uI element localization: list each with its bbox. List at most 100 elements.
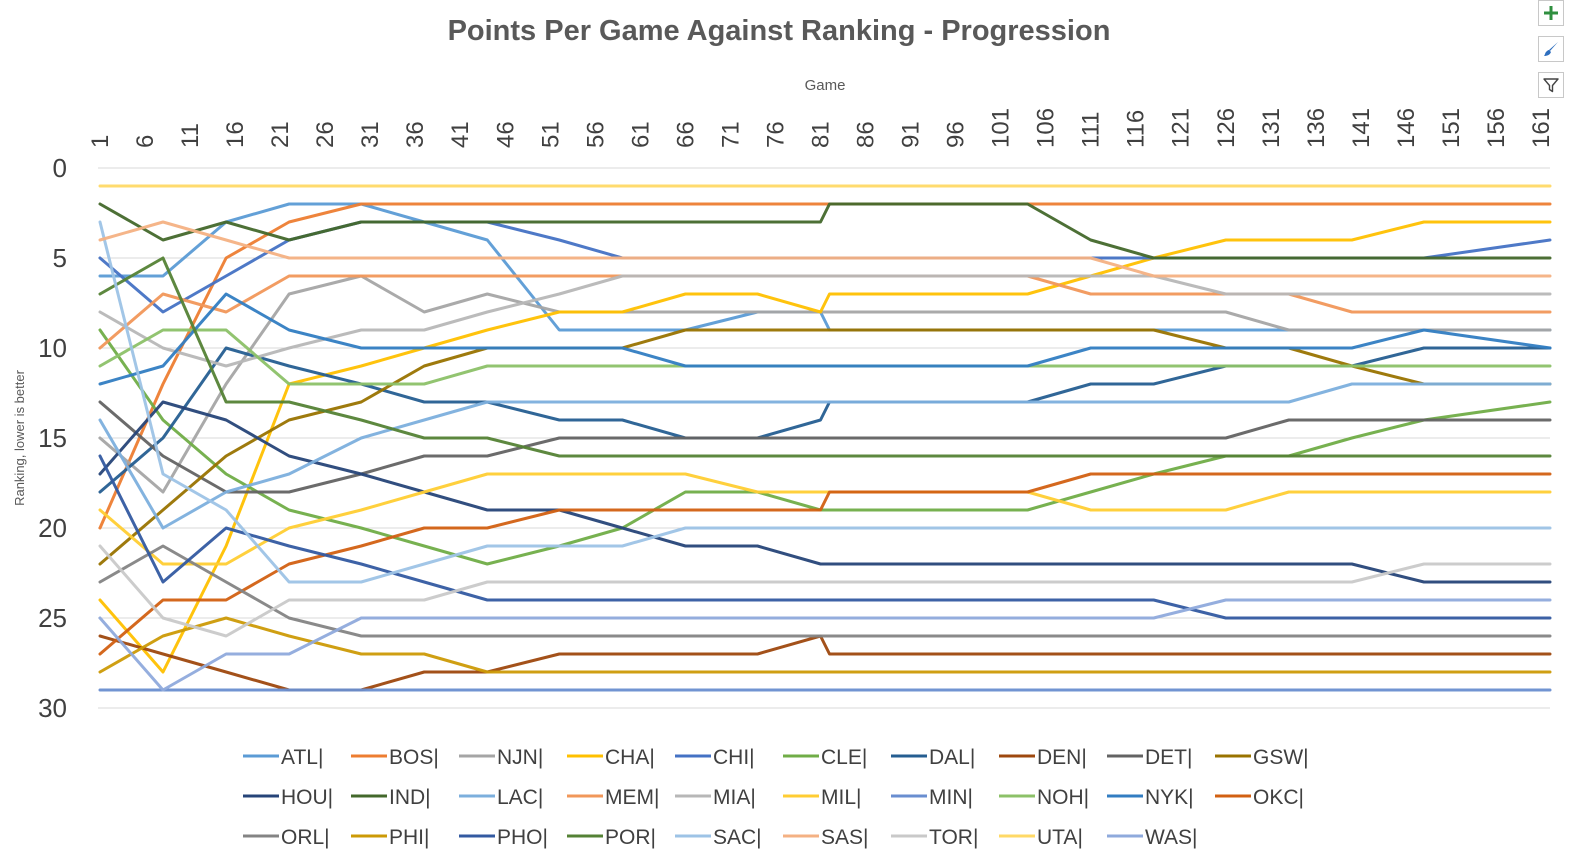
- x-tick-label: 56: [582, 121, 609, 148]
- x-tick-label: 111: [1078, 112, 1105, 148]
- series-line-orl: [98, 544, 1552, 638]
- legend-label: CLE|: [821, 746, 867, 769]
- y-tick-label: 10: [38, 333, 67, 363]
- series-line-lac: [98, 382, 1552, 530]
- legend-label: BOS|: [389, 746, 439, 769]
- x-tick-label: 41: [447, 121, 474, 148]
- x-tick-label: 76: [762, 121, 789, 148]
- legend-item-uta: UTA|: [999, 826, 1083, 849]
- x-tick-label: 26: [312, 121, 339, 148]
- legend-label: UTA|: [1037, 826, 1083, 849]
- legend-label: NJN|: [497, 746, 543, 769]
- legend-item-njn: NJN|: [459, 746, 543, 769]
- x-tick-label: 146: [1393, 108, 1420, 148]
- x-tick-label: 66: [672, 121, 699, 148]
- legend-label: CHA|: [605, 746, 655, 769]
- x-tick-label: 16: [222, 121, 249, 148]
- legend-label: CHI|: [713, 746, 755, 769]
- x-tick-label: 36: [402, 121, 429, 148]
- legend-item-nyk: NYK|: [1107, 786, 1194, 809]
- legend-item-orl: ORL|: [243, 826, 330, 849]
- x-tick-label: 136: [1303, 108, 1330, 148]
- legend-item-dal: DAL|: [891, 746, 975, 769]
- legend-label: GSW|: [1253, 746, 1309, 769]
- legend-item-mia: MIA|: [675, 786, 756, 809]
- legend-item-was: WAS|: [1107, 826, 1198, 849]
- chart-elements-button[interactable]: [1538, 0, 1564, 26]
- x-tick-label: 96: [943, 121, 970, 148]
- series-lines: [98, 184, 1552, 692]
- x-axis-title: Game: [805, 77, 846, 94]
- filter-funnel-icon: [1543, 78, 1559, 93]
- legend-item-ind: IND|: [351, 786, 431, 809]
- legend-item-bos: BOS|: [351, 746, 439, 769]
- legend-item-gsw: GSW|: [1215, 746, 1309, 769]
- x-tick-label: 86: [853, 121, 880, 148]
- legend-item-phi: PHI|: [351, 826, 429, 849]
- x-tick-label: 71: [717, 121, 744, 148]
- series-line-tor: [98, 544, 1552, 638]
- x-tick-label: 141: [1348, 108, 1375, 148]
- plus-icon: [1544, 6, 1558, 20]
- y-tick-label: 5: [53, 243, 67, 273]
- legend: ATL| BOS| NJN| CHA| CHI| CLE| DAL| DEN| DET| GSW|…: [243, 746, 1309, 849]
- legend-item-det: DET|: [1107, 746, 1192, 769]
- y-tick-label: 25: [38, 603, 67, 633]
- legend-label: POR|: [605, 826, 656, 849]
- x-tick-label: 126: [1213, 108, 1240, 148]
- series-line-por: [98, 256, 1552, 458]
- legend-item-sas: SAS|: [783, 826, 868, 849]
- series-line-sas: [98, 220, 1552, 278]
- series-line-det: [98, 400, 1552, 494]
- x-tick-label: 156: [1483, 108, 1510, 148]
- x-tick-label: 6: [132, 135, 159, 148]
- x-tick-label: 46: [492, 121, 519, 148]
- legend-label: NYK|: [1145, 786, 1194, 809]
- legend-item-atl: ATL|: [243, 746, 323, 769]
- legend-label: NOH|: [1037, 786, 1089, 809]
- legend-item-pho: PHO|: [459, 826, 548, 849]
- legend-item-sac: SAC|: [675, 826, 762, 849]
- series-line-mia: [98, 274, 1552, 368]
- legend-item-mem: MEM|: [567, 786, 659, 809]
- legend-label: MEM|: [605, 786, 659, 809]
- x-tick-label: 21: [267, 121, 294, 148]
- x-tick-label: 151: [1438, 108, 1465, 148]
- legend-label: DEN|: [1037, 746, 1087, 769]
- paintbrush-icon: [1544, 42, 1558, 56]
- series-line-chi: [98, 220, 1552, 314]
- chart-title: Points Per Game Against Ranking - Progre…: [448, 15, 1111, 47]
- y-tick-label: 15: [38, 423, 67, 453]
- legend-label: MIN|: [929, 786, 973, 809]
- legend-label: SAC|: [713, 826, 762, 849]
- legend-label: PHI|: [389, 826, 429, 849]
- chart-styles-button[interactable]: [1538, 36, 1564, 62]
- legend-item-tor: TOR|: [891, 826, 978, 849]
- legend-label: SAS|: [821, 826, 868, 849]
- series-line-sac: [98, 220, 1552, 584]
- x-tick-label: 1: [87, 135, 114, 148]
- legend-label: OKC|: [1253, 786, 1304, 809]
- series-line-phi: [98, 616, 1552, 674]
- legend-label: IND|: [389, 786, 431, 809]
- x-tick-label: 91: [898, 121, 925, 148]
- x-tick-label: 51: [537, 121, 564, 148]
- legend-label: ORL|: [281, 826, 330, 849]
- y-tick-label: 30: [38, 693, 67, 723]
- series-line-was: [98, 598, 1552, 692]
- x-tick-label: 81: [807, 121, 834, 148]
- legend-item-cha: CHA|: [567, 746, 655, 769]
- x-tick-label: 101: [988, 108, 1015, 148]
- legend-item-por: POR|: [567, 826, 656, 849]
- legend-item-den: DEN|: [999, 746, 1087, 769]
- series-line-nyk: [98, 292, 1552, 386]
- legend-label: HOU|: [281, 786, 333, 809]
- legend-item-okc: OKC|: [1215, 786, 1304, 809]
- chart-filters-button[interactable]: [1538, 72, 1564, 98]
- legend-label: DET|: [1145, 746, 1192, 769]
- x-tick-label: 61: [627, 121, 654, 148]
- legend-label: LAC|: [497, 786, 543, 809]
- x-tick-label: 31: [357, 121, 384, 148]
